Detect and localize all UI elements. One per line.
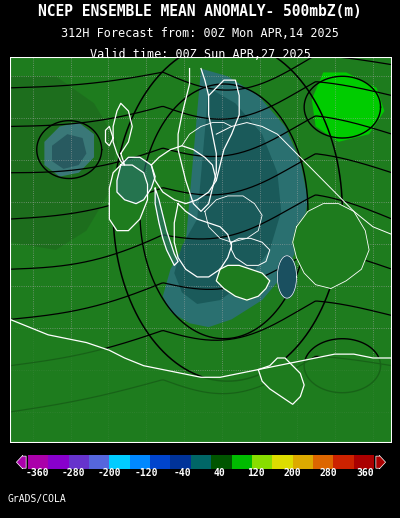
Polygon shape	[155, 188, 178, 265]
Text: 360: 360	[356, 468, 374, 478]
Bar	[48, 455, 68, 469]
FancyArrow shape	[16, 455, 26, 469]
Polygon shape	[258, 358, 304, 404]
Text: -120: -120	[134, 468, 158, 478]
Text: 200: 200	[283, 468, 301, 478]
Polygon shape	[312, 73, 384, 142]
Text: Valid time: 00Z Sun APR,27 2025: Valid time: 00Z Sun APR,27 2025	[90, 48, 310, 61]
Polygon shape	[278, 256, 296, 298]
Bar	[130, 455, 150, 469]
Polygon shape	[10, 320, 392, 443]
Polygon shape	[174, 88, 281, 304]
Text: 312H Forecast from: 00Z Mon APR,14 2025: 312H Forecast from: 00Z Mon APR,14 2025	[61, 27, 339, 40]
Polygon shape	[109, 165, 148, 231]
Bar	[211, 455, 232, 469]
Text: 120: 120	[247, 468, 264, 478]
Bar	[191, 455, 211, 469]
Bar	[293, 455, 313, 469]
Bar	[150, 455, 170, 469]
Bar	[28, 455, 48, 469]
Bar	[354, 455, 374, 469]
Polygon shape	[163, 68, 308, 327]
Text: GrADS/COLA: GrADS/COLA	[8, 494, 67, 503]
Bar	[313, 455, 334, 469]
Text: -200: -200	[98, 468, 122, 478]
Bar	[334, 455, 354, 469]
Polygon shape	[52, 134, 86, 169]
Polygon shape	[216, 265, 270, 300]
Bar	[68, 455, 89, 469]
Text: -280: -280	[62, 468, 85, 478]
Bar	[170, 455, 191, 469]
Polygon shape	[117, 157, 155, 204]
Text: 280: 280	[320, 468, 337, 478]
Text: -360: -360	[25, 468, 49, 478]
Text: NCEP ENSEMBLE MEAN ANOMALY- 500mbZ(m): NCEP ENSEMBLE MEAN ANOMALY- 500mbZ(m)	[38, 4, 362, 19]
Polygon shape	[293, 204, 369, 289]
Bar	[89, 455, 109, 469]
Bar	[109, 455, 130, 469]
Text: 40: 40	[213, 468, 225, 478]
Bar	[232, 455, 252, 469]
FancyArrow shape	[376, 455, 386, 469]
Polygon shape	[44, 123, 94, 177]
Polygon shape	[10, 76, 117, 250]
Text: -40: -40	[174, 468, 192, 478]
Bar	[252, 455, 272, 469]
Bar	[272, 455, 293, 469]
